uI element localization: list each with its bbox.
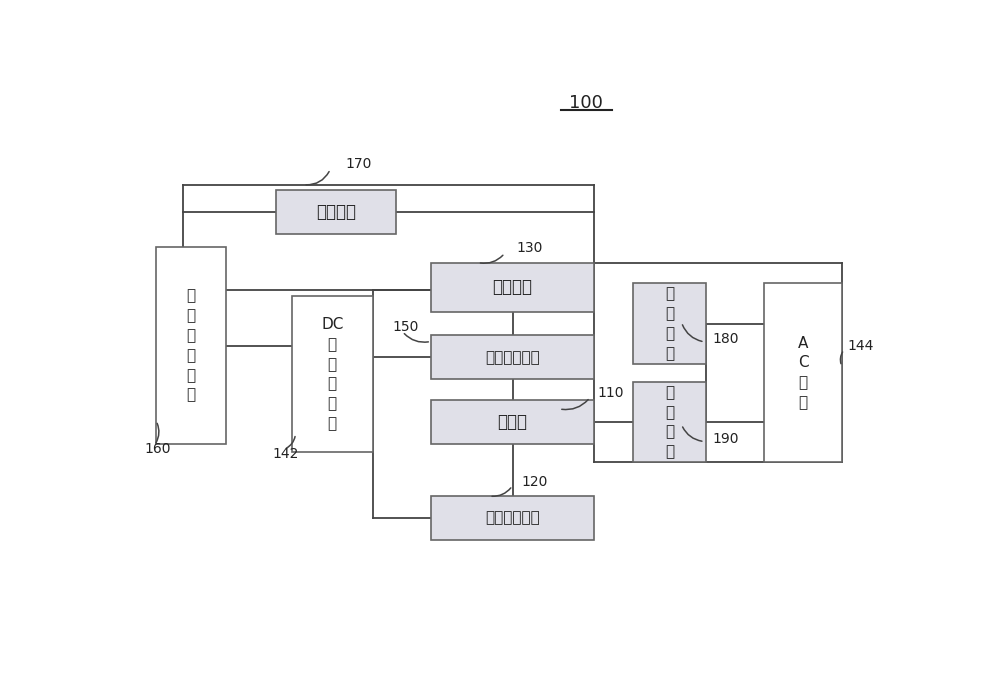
Text: 100: 100 — [569, 94, 603, 112]
Bar — [633, 283, 706, 364]
Text: A
C
插
座: A C 插 座 — [798, 336, 808, 410]
Bar — [431, 496, 594, 540]
Text: 150: 150 — [392, 320, 419, 334]
Bar — [431, 335, 594, 379]
Bar — [276, 190, 396, 234]
Text: 170: 170 — [346, 157, 372, 171]
Bar — [764, 283, 842, 462]
Text: 第
二
供
电
模
块: 第 二 供 电 模 块 — [186, 288, 195, 402]
Bar — [431, 400, 594, 444]
Text: DC
电
源
适
配
器: DC 电 源 适 配 器 — [321, 317, 344, 431]
Bar — [431, 263, 594, 312]
Text: 电流采集模块: 电流采集模块 — [485, 511, 540, 526]
Text: 开关模块: 开关模块 — [492, 278, 532, 296]
Text: 160: 160 — [144, 442, 171, 456]
Text: 110: 110 — [598, 386, 624, 400]
Bar — [156, 247, 226, 444]
Text: 报
警
模
块: 报 警 模 块 — [665, 385, 674, 459]
Bar — [633, 382, 706, 462]
Text: 处理器: 处理器 — [498, 413, 528, 431]
Text: 180: 180 — [712, 332, 739, 346]
Text: 130: 130 — [516, 241, 543, 255]
Text: 第一供电模块: 第一供电模块 — [485, 350, 540, 365]
Bar — [292, 297, 373, 452]
Text: 指
示
模
块: 指 示 模 块 — [665, 286, 674, 361]
Text: 142: 142 — [272, 446, 299, 460]
Text: 190: 190 — [712, 432, 739, 446]
Text: 144: 144 — [847, 338, 874, 353]
Text: 120: 120 — [522, 474, 548, 489]
Text: 手动开关: 手动开关 — [316, 203, 356, 221]
